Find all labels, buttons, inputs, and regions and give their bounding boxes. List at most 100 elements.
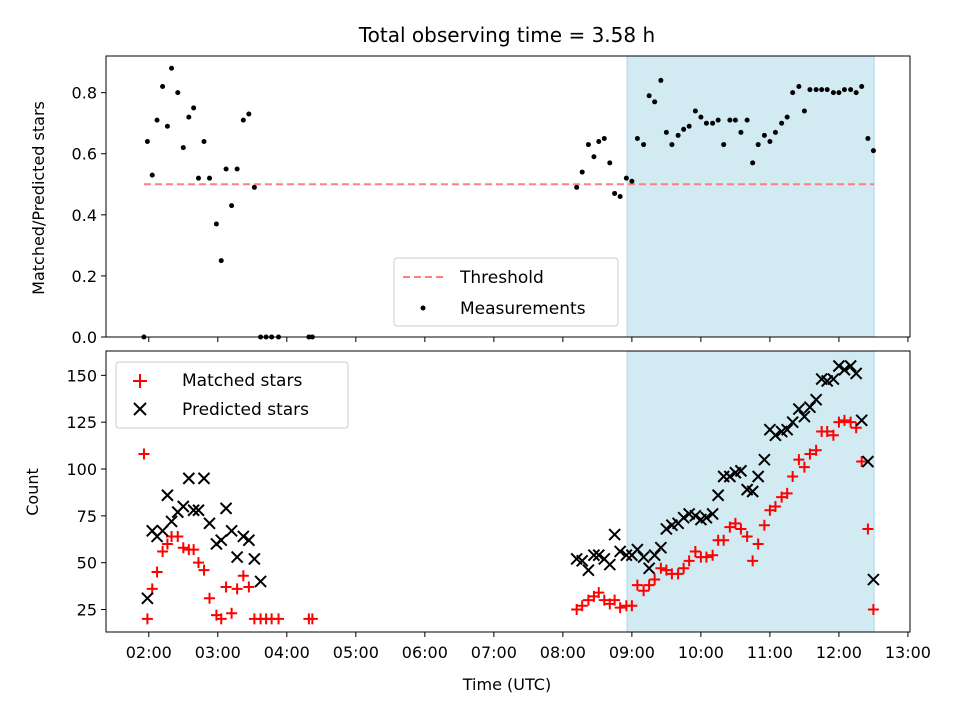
predicted-point-49 — [723, 470, 737, 483]
measurement-point-79 — [865, 135, 871, 141]
measurement-point-55 — [727, 117, 733, 123]
measurement-point-30 — [585, 142, 591, 148]
measurement-point-10 — [191, 105, 197, 111]
predicted-point-61 — [792, 402, 806, 416]
measurement-point-54 — [721, 142, 727, 148]
measurement-point-59 — [750, 160, 756, 166]
predicted-point-45 — [700, 511, 713, 524]
matched-point-51 — [700, 551, 712, 563]
matched-point-7 — [172, 530, 184, 542]
measurement-point-67 — [796, 84, 802, 90]
measurement-point-6 — [169, 65, 175, 71]
matched-point-61 — [758, 519, 770, 531]
bottom-panel: 25 50 75 100 125 150 02:00 03:00 04:00 05:00 06:00… — [23, 350, 931, 694]
measurement-point-41 — [646, 93, 652, 99]
matched-point-38 — [626, 600, 638, 612]
matched-point-69 — [804, 448, 816, 460]
matched-point-68 — [798, 461, 810, 473]
predicted-point-64 — [809, 393, 823, 406]
x-tick-label-7: 09:00 — [609, 643, 655, 662]
predicted-point-54 — [751, 470, 765, 483]
predicted-point-67 — [827, 372, 840, 386]
measurement-point-60 — [755, 142, 761, 148]
measurement-point-1 — [144, 139, 150, 145]
x-tick-label-9: 11:00 — [747, 643, 793, 662]
measurement-point-12 — [201, 139, 207, 145]
predicted-point-23 — [575, 554, 589, 568]
measurement-point-20 — [246, 111, 252, 117]
matched-point-67 — [793, 454, 805, 466]
measurement-point-3 — [154, 117, 160, 123]
matched-point-40 — [638, 585, 650, 597]
bottom-data-layer — [138, 359, 880, 625]
matched-point-15 — [215, 613, 227, 625]
matched-point-0 — [138, 448, 150, 460]
measurement-point-19 — [240, 117, 246, 123]
measurement-point-69 — [807, 87, 813, 93]
measurement-point-44 — [663, 129, 669, 135]
top-y-tick-label-3: 0.6 — [72, 145, 97, 164]
predicted-point-47 — [711, 489, 725, 502]
predicted-point-69 — [838, 363, 851, 376]
measurement-point-78 — [859, 84, 865, 90]
measurement-point-29 — [579, 169, 585, 175]
measurement-point-35 — [612, 190, 618, 196]
matched-point-18 — [231, 583, 243, 595]
measurement-point-50 — [698, 114, 704, 120]
top-shaded-span — [626, 55, 875, 338]
measurement-point-64 — [779, 120, 785, 126]
matched-point-43 — [655, 562, 667, 574]
measurement-point-46 — [675, 132, 681, 138]
predicted-point-68 — [832, 359, 846, 373]
predicted-point-57 — [769, 429, 782, 442]
matched-point-58 — [741, 530, 753, 542]
matched-point-41 — [643, 579, 655, 591]
bottom-shaded-span-layer — [626, 350, 875, 633]
measurement-point-33 — [601, 135, 607, 141]
matched-point-66 — [787, 471, 799, 483]
top-panel: 0.00.20.40.60.8 Matched/Predicted stars … — [29, 55, 911, 347]
bottom-axes-frame — [105, 350, 911, 633]
measurement-point-5 — [164, 123, 170, 129]
legend-predicted-label: Predicted stars — [182, 400, 309, 420]
predicted-point-62 — [798, 410, 811, 423]
x-tick-label-0: 02:00 — [126, 643, 172, 662]
predicted-point-26 — [592, 548, 605, 562]
matched-point-73 — [827, 429, 839, 441]
matched-point-35 — [609, 594, 621, 606]
measurement-point-37 — [623, 175, 629, 181]
predicted-point-51 — [734, 464, 748, 478]
x-axis-label: Time (UTC) — [462, 675, 551, 694]
bottom-y-tick-label-3: 100 — [66, 460, 97, 479]
predicted-point-37 — [654, 541, 668, 554]
measurement-point-2 — [149, 172, 155, 178]
measurement-point-73 — [830, 90, 836, 96]
predicted-point-70 — [844, 359, 857, 373]
predicted-point-19 — [242, 533, 256, 547]
matched-point-62 — [764, 504, 776, 516]
measurement-point-51 — [703, 120, 709, 126]
predicted-point-5 — [165, 515, 178, 528]
top-y-tick-label-2: 0.4 — [72, 206, 97, 225]
measurement-point-38 — [629, 178, 635, 184]
legend-measurements-swatch — [420, 305, 426, 311]
legend-measurements-label: Measurements — [460, 299, 586, 319]
matched-point-76 — [845, 416, 857, 428]
measurement-point-58 — [744, 117, 750, 123]
matched-point-36 — [614, 602, 626, 614]
matched-point-3 — [151, 566, 163, 578]
matched-point-52 — [707, 549, 719, 561]
matched-point-80 — [867, 604, 879, 616]
matched-point-44 — [660, 564, 672, 576]
measurement-point-14 — [213, 221, 219, 227]
matched-point-28 — [571, 604, 583, 616]
predicted-point-16 — [225, 524, 238, 538]
measurement-point-57 — [738, 129, 744, 135]
bottom-axes-layer: 25 50 75 100 125 150 02:00 03:00 04:00 05:00 06:00… — [66, 350, 931, 662]
predicted-point-59 — [780, 423, 794, 436]
predicted-point-8 — [182, 472, 196, 485]
matched-point-19 — [237, 570, 249, 582]
matched-point-55 — [724, 521, 736, 533]
matched-point-11 — [192, 557, 204, 569]
